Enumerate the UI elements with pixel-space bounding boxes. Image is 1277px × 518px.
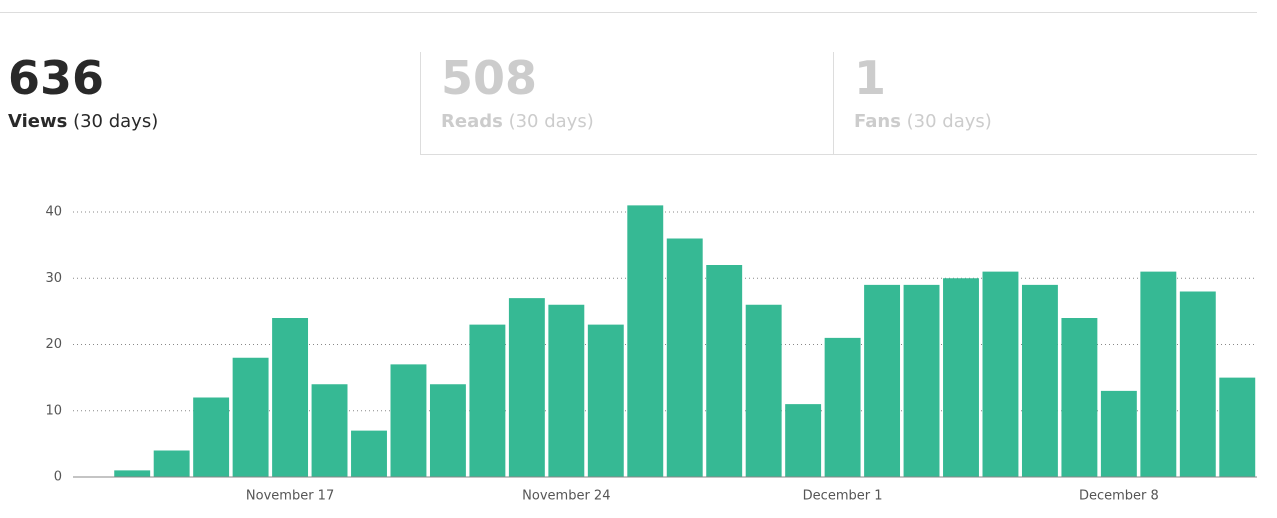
bar <box>548 304 585 477</box>
bar <box>1219 377 1256 477</box>
stat-tab[interactable]: 508 Reads (30 days) <box>420 52 833 155</box>
bar <box>1179 291 1216 477</box>
stat-label: Reads (30 days) <box>441 111 833 132</box>
stat-tab[interactable]: 1 Fans (30 days) <box>833 52 1257 155</box>
stat-value: 1 <box>854 51 887 105</box>
stat-label: Fans (30 days) <box>854 111 1257 132</box>
bar <box>982 271 1019 477</box>
stat-period: (30 days) <box>508 111 594 132</box>
stat-value: 508 <box>441 51 538 105</box>
bar <box>1140 271 1177 477</box>
bar <box>824 337 861 477</box>
bar <box>469 324 506 477</box>
y-tick-label: 0 <box>54 470 62 485</box>
bar <box>193 397 230 477</box>
bar <box>1021 284 1058 477</box>
stat-name: Fans <box>854 111 901 132</box>
stat-tab[interactable]: 636 Views (30 days) <box>0 52 420 155</box>
bar <box>311 384 348 477</box>
bar <box>351 430 387 477</box>
bar <box>745 304 782 477</box>
bar <box>272 318 309 477</box>
bar <box>666 238 703 477</box>
bar <box>943 278 979 477</box>
bar <box>429 384 466 477</box>
bar <box>153 450 190 477</box>
bar <box>1061 318 1098 477</box>
x-tick-label: November 17 <box>246 489 334 504</box>
x-tick-label: December 8 <box>1079 489 1159 504</box>
bar <box>785 404 822 477</box>
stat-name: Views <box>8 111 68 132</box>
x-tick-label: November 24 <box>522 489 610 504</box>
bar <box>114 470 151 477</box>
y-tick-label: 40 <box>45 205 62 220</box>
bar <box>864 284 901 477</box>
y-tick-label: 10 <box>45 403 62 418</box>
x-tick-label: December 1 <box>803 489 883 504</box>
stat-name: Reads <box>441 111 503 132</box>
bar <box>508 298 545 477</box>
bar <box>706 265 743 477</box>
bar <box>903 284 940 477</box>
bar <box>627 205 664 477</box>
bar <box>232 357 269 477</box>
bar <box>390 364 427 477</box>
bar <box>587 324 624 477</box>
stat-value: 636 <box>8 51 105 105</box>
divider <box>0 12 1257 13</box>
stat-period: (30 days) <box>73 111 159 132</box>
y-tick-label: 30 <box>45 271 62 286</box>
stat-period: (30 days) <box>906 111 992 132</box>
bar <box>1100 390 1137 477</box>
y-tick-label: 20 <box>45 337 62 352</box>
stat-label: Views (30 days) <box>8 111 420 132</box>
